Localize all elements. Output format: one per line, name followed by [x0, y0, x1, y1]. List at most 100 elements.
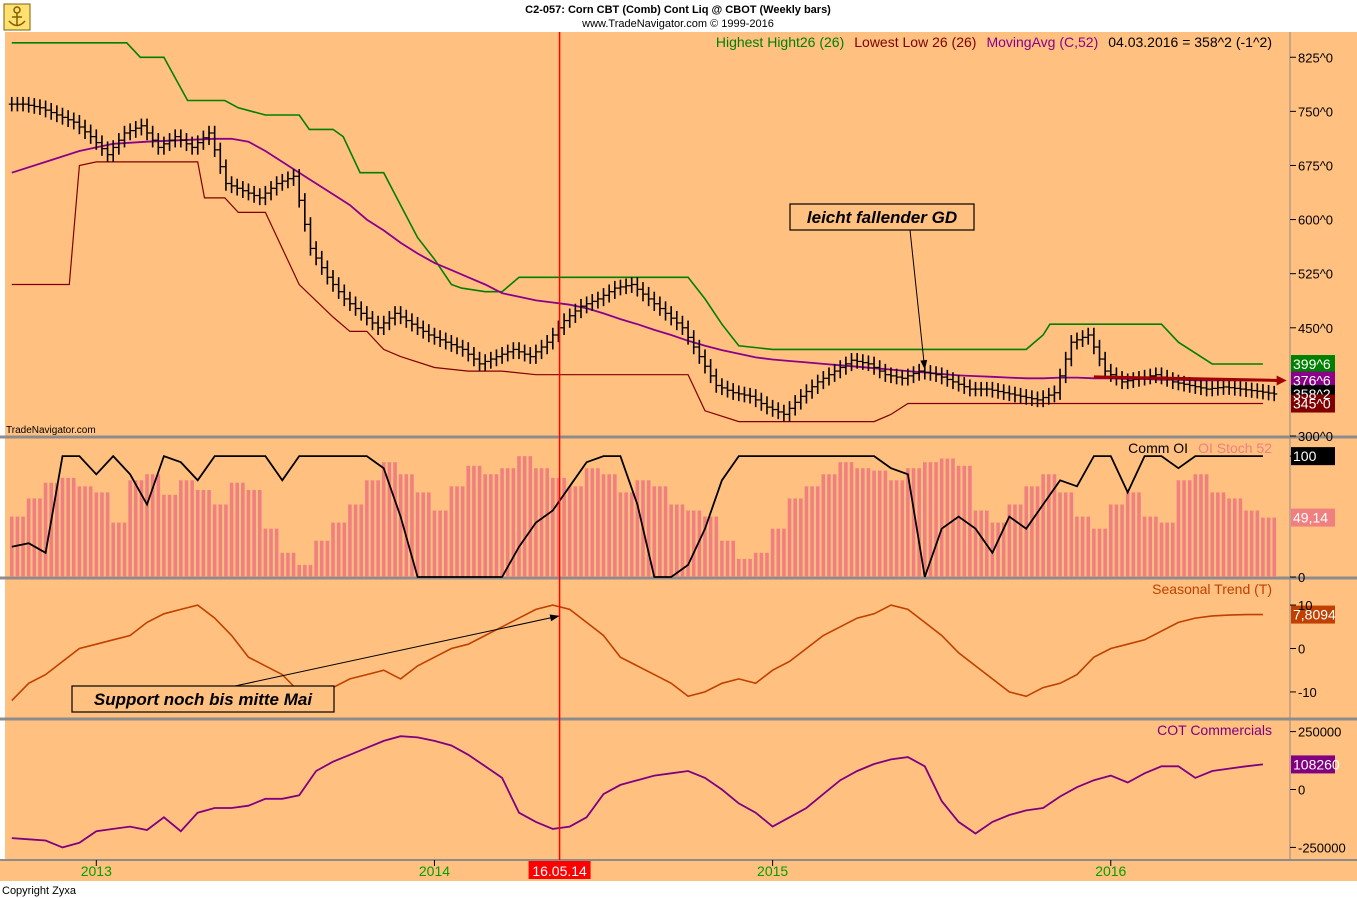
oi-stoch-bar: [911, 468, 916, 577]
oi-stoch-bar: [55, 482, 59, 577]
oi-stoch-bar: [443, 510, 448, 577]
annotation-box: [71, 685, 335, 713]
oi-stoch-bar: [477, 465, 482, 577]
highest-high-line: [11, 42, 1263, 365]
oi-stoch-bar: [280, 552, 285, 577]
value-badge: [1291, 755, 1335, 774]
oi-stoch-bar: [556, 477, 561, 577]
oi-stoch-bar: [427, 492, 431, 577]
value-badge-label: 49,14: [1293, 510, 1328, 526]
oi-stoch-bar: [922, 462, 927, 577]
chart-subtitle: www.TradeNavigator.com © 1999-2016: [581, 18, 774, 30]
oi-stoch-bar: [680, 504, 685, 577]
x-tick-label: 2013: [81, 863, 112, 879]
oi-stoch-bar: [162, 494, 166, 577]
oi-stoch-bar: [703, 516, 707, 577]
oi-stoch-bar: [1007, 504, 1012, 577]
oi-stoch-bar: [545, 468, 550, 577]
oi-stoch-bar: [303, 564, 307, 577]
x-axis-area: [0, 859, 1357, 881]
oi-stoch-bar: [387, 462, 392, 577]
oi-stoch-bar: [167, 494, 172, 577]
value-badge-label: 345^0: [1293, 396, 1331, 412]
oi-stoch-bar: [1114, 504, 1119, 577]
cursor-date-box: [528, 861, 591, 879]
y-tick-label: 250000: [1298, 725, 1341, 740]
oi-stoch-bar: [1103, 528, 1107, 577]
oi-stoch-bar: [376, 480, 380, 577]
oi-stoch-bar: [190, 480, 194, 577]
oi-stoch-bar: [241, 482, 245, 577]
oi-stoch-bar: [122, 522, 127, 577]
oi-stoch-bar: [1046, 474, 1051, 577]
oi-stoch-bar: [100, 492, 104, 577]
oi-stoch-bar: [551, 477, 555, 577]
oi-stoch-bar: [522, 456, 527, 577]
oi-stoch-bar: [49, 482, 54, 577]
oi-stoch-bar: [359, 504, 364, 577]
oi-stoch-bar: [596, 468, 600, 577]
oi-stoch-bar: [669, 504, 673, 577]
oi-stoch-bar: [810, 486, 814, 577]
comm-oi-line: [11, 454, 1263, 578]
oi-stoch-bar: [274, 528, 279, 577]
oi-stoch-bar: [415, 492, 420, 577]
oi-stoch-bar: [787, 498, 792, 577]
y-tick-label: 300^0: [1298, 429, 1333, 444]
oi-stoch-bar: [184, 480, 189, 577]
right-axis-area: [1290, 32, 1357, 859]
oi-stoch-bar: [1261, 517, 1265, 577]
oi-stoch-bar: [658, 486, 662, 577]
oi-stoch-bar: [1266, 517, 1271, 577]
oi-stoch-bar: [224, 504, 228, 577]
oi-stoch-bar: [652, 486, 657, 577]
oi-stoch-bar: [218, 504, 223, 577]
oi-stoch-bar: [1024, 486, 1029, 577]
oi-stoch-bar: [117, 522, 121, 577]
price-panel: [5, 32, 1290, 436]
oi-stoch-bar: [263, 528, 268, 577]
x-tick-label: 2016: [1095, 863, 1126, 879]
x-tick-label: 2015: [757, 863, 788, 879]
oi-stoch-bar: [765, 552, 769, 577]
oi-stoch-bar: [928, 462, 933, 577]
oi-stoch-bar: [793, 498, 797, 577]
oi-stoch-bar: [32, 498, 37, 577]
oi-stoch-bar: [799, 498, 803, 577]
oi-stoch-bar: [511, 468, 516, 577]
oi-stoch-bar: [714, 516, 719, 577]
oi-stoch-bar: [83, 486, 87, 577]
oi-stoch-bar: [1182, 480, 1186, 577]
oi-stoch-bar: [1165, 522, 1169, 577]
y-tick-label: -250000: [1298, 840, 1346, 855]
oi-stoch-bar: [66, 477, 70, 577]
oi-stoch-bar: [990, 522, 995, 577]
oi-stoch-bar: [590, 468, 595, 577]
oi-stoch-bar: [201, 489, 206, 577]
oi-stoch-bar: [613, 474, 617, 577]
oi-stoch-bar: [737, 558, 741, 577]
oi-stoch-bar: [365, 480, 369, 577]
oi-stoch-bar: [26, 498, 31, 577]
oi-stoch-bar: [1238, 498, 1243, 577]
oi-stoch-bar: [1148, 516, 1153, 577]
oi-stoch-bar: [815, 486, 820, 577]
oi-stoch-bar: [1244, 510, 1248, 577]
annotation-arrow-head: [549, 614, 560, 622]
oi-stoch-bar: [866, 468, 871, 577]
oi-stoch-bar: [759, 552, 764, 577]
oi-stoch-bar: [195, 489, 200, 577]
oi-stoch-bar: [348, 504, 352, 577]
oi-stoch-bar: [1075, 516, 1079, 577]
oi-stoch-bar: [15, 516, 20, 577]
oi-stoch-bar: [663, 486, 668, 577]
oi-stoch-bar: [449, 486, 454, 577]
oi-stoch-bar: [472, 465, 476, 577]
oi-stoch-bar: [624, 492, 628, 577]
oi-stoch-bar: [145, 474, 149, 577]
oi-stoch-bar: [252, 489, 256, 577]
oi-stoch-bar: [105, 492, 110, 577]
oi-stoch-bar: [1058, 492, 1062, 577]
anchor-icon[interactable]: [3, 3, 31, 31]
